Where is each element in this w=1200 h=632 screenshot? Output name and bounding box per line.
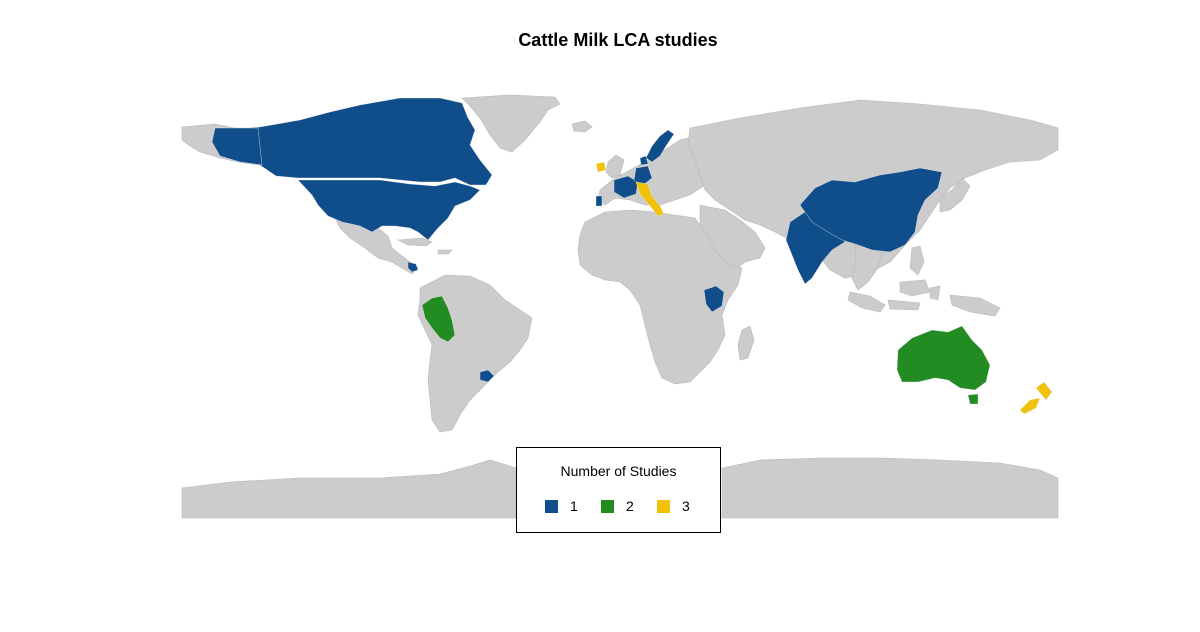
- legend-title: Number of Studies: [560, 463, 677, 479]
- legend-label-2: 2: [626, 498, 634, 514]
- land-philippines: [909, 245, 925, 276]
- region-tasmania: [967, 393, 979, 405]
- region-denmark: [639, 155, 649, 166]
- region-new-zealand: [1019, 381, 1053, 415]
- region-peru: [421, 295, 456, 343]
- land-new-guinea: [949, 294, 1001, 317]
- region-australia: [896, 325, 991, 391]
- land-indonesia: [847, 279, 941, 313]
- region-canada: [214, 97, 493, 186]
- legend-label-1: 1: [570, 498, 578, 514]
- region-kenya: [703, 285, 725, 313]
- region-costa-rica: [407, 261, 419, 273]
- region-alaska-usa: [211, 127, 263, 166]
- legend-swatch-3: [657, 499, 670, 513]
- legend-label-3: 3: [682, 498, 690, 514]
- map-title: Cattle Milk LCA studies: [518, 30, 718, 50]
- region-germany: [633, 165, 653, 187]
- region-uruguay: [479, 369, 495, 383]
- region-france: [613, 175, 639, 199]
- land-iceland: [571, 120, 593, 133]
- legend-item-2: 2: [601, 498, 634, 514]
- legend-item-3: 3: [657, 498, 690, 514]
- region-usa: [297, 179, 481, 241]
- study-regions: [211, 97, 1053, 415]
- legend-item-1: 1: [545, 498, 578, 514]
- legend: Number of Studies 1 2 3: [516, 447, 721, 533]
- region-ireland: [595, 161, 607, 173]
- region-italy: [635, 181, 665, 217]
- region-portugal: [595, 195, 603, 207]
- land-greenland: [461, 94, 561, 153]
- land-madagascar: [737, 325, 755, 361]
- land-caribbean: [396, 237, 453, 255]
- region-china: [799, 167, 943, 253]
- region-sweden: [645, 129, 675, 163]
- land-uk: [605, 154, 625, 179]
- land-japan: [939, 177, 971, 213]
- legend-swatch-2: [601, 499, 614, 513]
- land-africa: [577, 209, 743, 385]
- land-antarctica: [181, 457, 1059, 519]
- legend-swatch-1: [545, 499, 558, 513]
